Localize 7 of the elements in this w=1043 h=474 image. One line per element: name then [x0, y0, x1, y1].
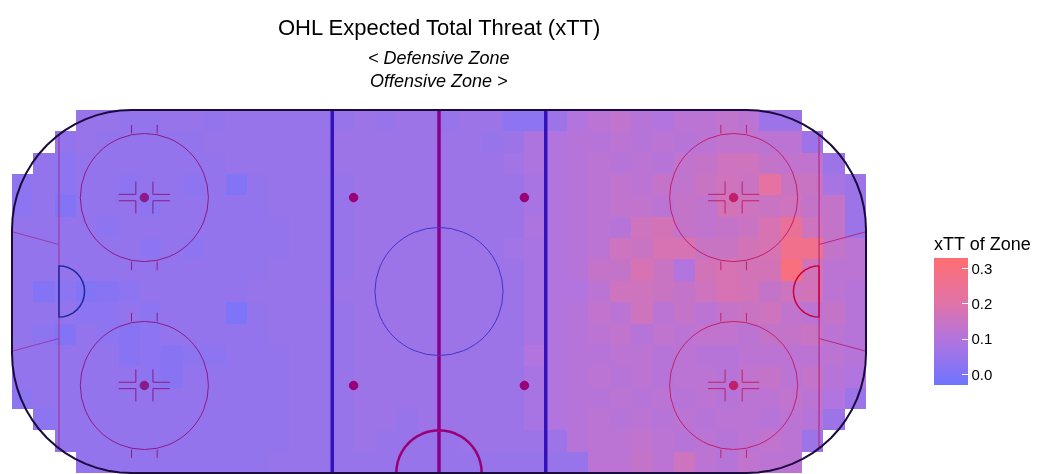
color-bar-label: 0.2 [971, 295, 993, 313]
color-bar-title: xTT of Zone [934, 233, 1031, 254]
color-bar-label: 0.1 [971, 330, 993, 348]
color-bar-label: 0.0 [971, 365, 993, 383]
chart-subtitle: < Defensive Zone Offensive Zone > [368, 48, 510, 92]
color-bar-label: 0.3 [971, 259, 993, 277]
chart-title: OHL Expected Total Threat (xTT) [278, 15, 601, 40]
